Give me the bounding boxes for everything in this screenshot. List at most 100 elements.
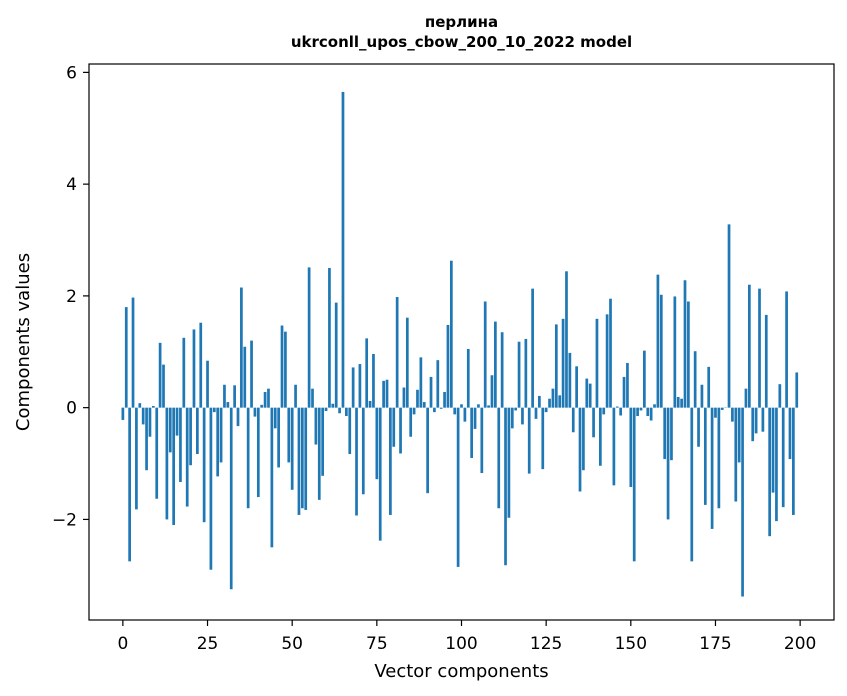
bar — [460, 404, 463, 408]
bar — [368, 400, 372, 408]
bar — [477, 404, 480, 408]
bar — [351, 367, 355, 408]
bar — [622, 376, 626, 408]
bar — [656, 274, 660, 408]
bar — [710, 407, 714, 529]
bar — [551, 388, 555, 408]
x-axis-label: Vector components — [374, 661, 548, 682]
bar — [131, 297, 135, 408]
bar — [243, 346, 247, 408]
bar — [436, 360, 440, 408]
bar — [470, 407, 474, 458]
bar — [409, 407, 413, 437]
bar — [609, 298, 612, 408]
bar — [348, 407, 352, 455]
bar — [168, 407, 172, 453]
bar — [280, 325, 284, 408]
bar — [544, 407, 548, 413]
bar — [626, 362, 629, 408]
bar — [182, 337, 186, 408]
bar — [267, 388, 270, 408]
bar — [226, 402, 230, 408]
bar — [429, 376, 433, 408]
bar — [263, 392, 267, 408]
bar — [158, 342, 162, 408]
bar — [714, 407, 717, 418]
bar — [527, 407, 531, 474]
bar — [795, 372, 799, 408]
bar — [145, 407, 148, 471]
bar — [219, 407, 223, 463]
bar — [179, 407, 182, 482]
bar — [453, 407, 457, 415]
x-tick-label: 50 — [281, 634, 303, 654]
bar — [155, 407, 159, 499]
bar — [250, 340, 253, 408]
bar — [565, 271, 568, 408]
bar — [392, 407, 396, 447]
bar — [223, 384, 226, 408]
x-tick-label: 200 — [784, 634, 816, 654]
bar — [300, 407, 304, 509]
bar — [399, 407, 402, 454]
bar — [463, 407, 467, 422]
bar — [246, 407, 250, 509]
bar — [355, 407, 358, 516]
bar — [361, 407, 365, 495]
bar — [771, 407, 775, 493]
bar — [175, 407, 179, 436]
bar — [663, 407, 667, 460]
bar — [405, 317, 409, 408]
chart-title: перлина — [424, 13, 499, 31]
bar — [456, 407, 460, 567]
bar — [229, 407, 233, 590]
bar — [328, 267, 331, 408]
bar — [538, 395, 541, 408]
bar — [541, 407, 545, 470]
bar — [378, 407, 382, 541]
bar — [270, 407, 274, 548]
bar — [504, 407, 507, 566]
bar — [737, 407, 741, 463]
bar — [422, 402, 426, 408]
bar — [636, 407, 639, 417]
bar — [758, 288, 761, 408]
bar — [717, 407, 721, 509]
bar — [666, 407, 670, 520]
bar — [720, 407, 724, 410]
bar — [202, 407, 206, 523]
bar — [372, 354, 375, 408]
bar — [534, 407, 538, 419]
bar — [443, 392, 446, 408]
bar — [707, 366, 711, 408]
bar — [138, 403, 142, 408]
bar — [135, 407, 138, 510]
bar — [727, 224, 731, 408]
y-tick-label: 4 — [66, 175, 77, 195]
x-tick-label: 100 — [445, 634, 477, 654]
bar — [521, 407, 524, 425]
bar — [341, 91, 345, 408]
bar — [548, 398, 551, 408]
bar — [304, 407, 308, 510]
y-ticks-group: −2 0 2 4 6 — [52, 63, 89, 530]
bar — [595, 318, 599, 408]
bars-group — [121, 91, 799, 597]
bar — [693, 351, 697, 408]
bar — [781, 407, 785, 508]
bar — [619, 407, 623, 416]
bar — [561, 318, 565, 408]
bar — [192, 329, 196, 408]
bar — [500, 332, 504, 408]
bar — [141, 407, 145, 425]
x-tick-label: 175 — [699, 634, 731, 654]
bar — [731, 407, 734, 422]
x-tick-label: 75 — [366, 634, 388, 654]
bar — [365, 338, 369, 408]
x-tick-label: 0 — [117, 634, 128, 654]
bar — [416, 389, 419, 408]
bar — [514, 407, 518, 411]
bar — [294, 384, 297, 408]
bar — [446, 324, 450, 408]
bar — [643, 350, 646, 408]
